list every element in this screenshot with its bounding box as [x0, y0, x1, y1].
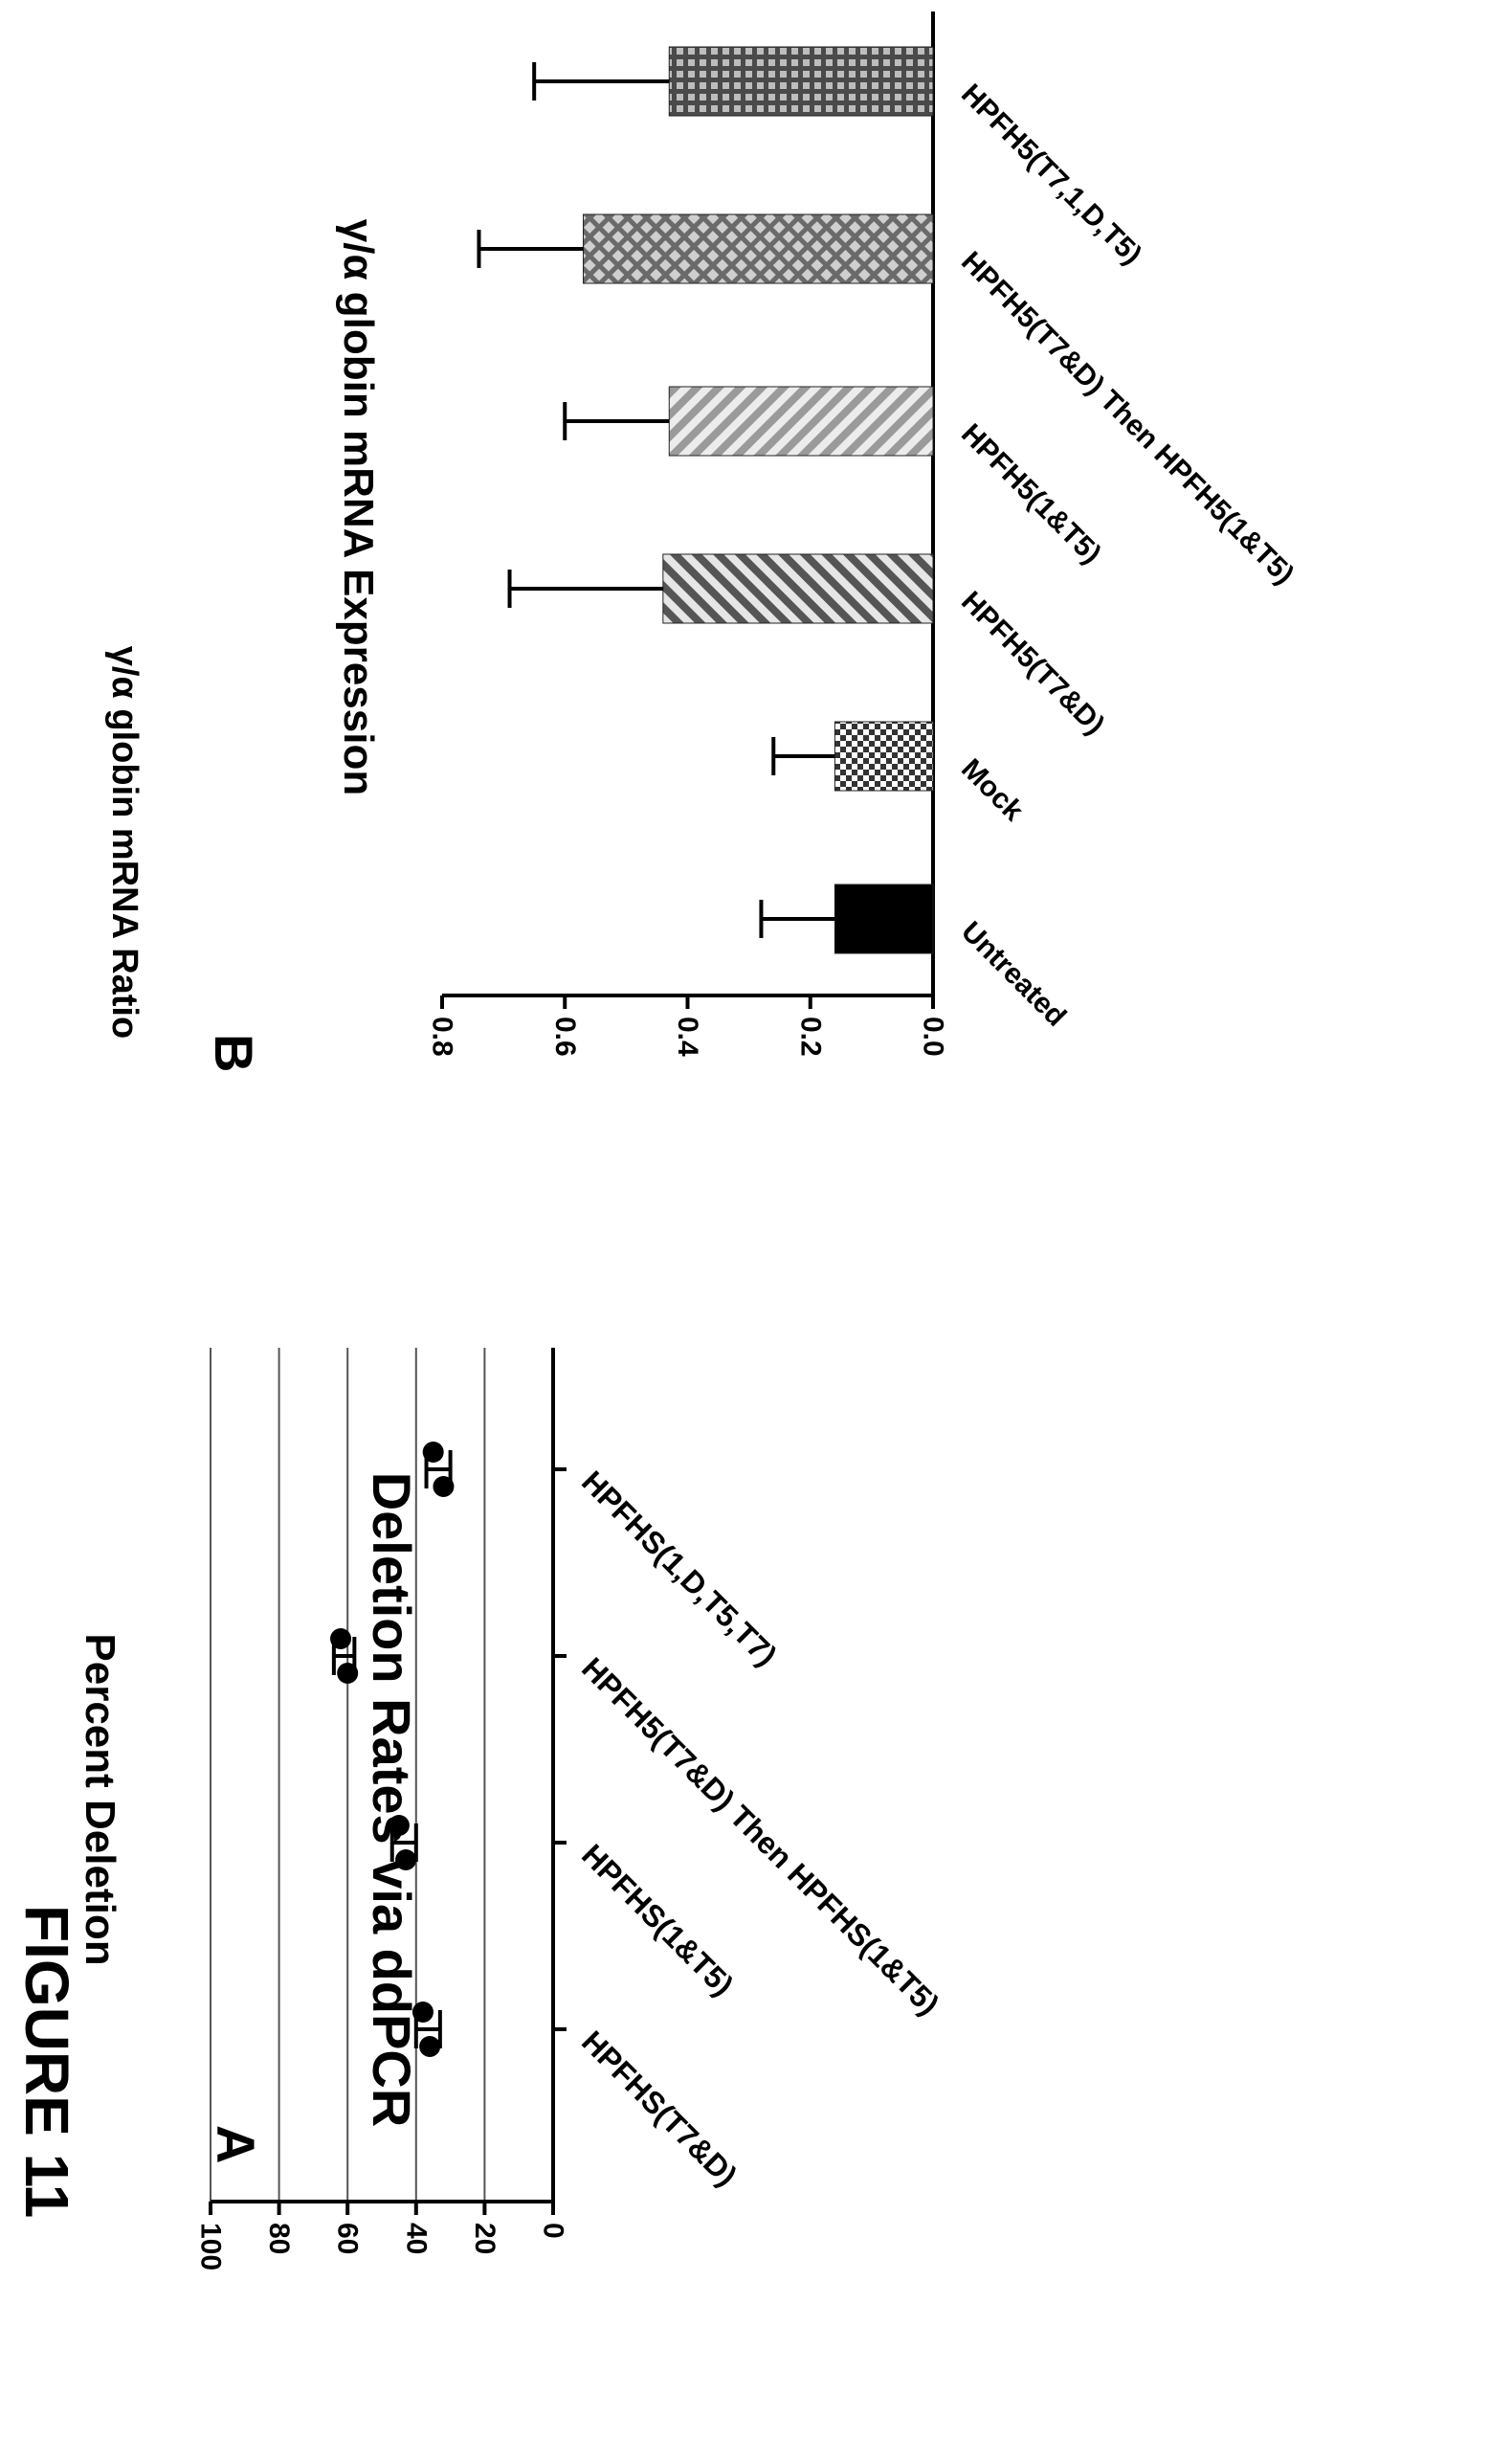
x-category-label: HPFH5(T7,1,D,T5): [955, 78, 1147, 271]
y-tick-label: 0.2: [794, 1017, 826, 1057]
x-category-label: Untreated: [955, 916, 1072, 1033]
panel-a-title: Deletion Rates via ddPCR: [362, 1472, 422, 2128]
panel-b-marks: [477, 46, 934, 954]
panel-a-x-labels: HPFHS(T7&D) HPFHS(1&T5)HPFH5(T7&D) Then H…: [575, 1464, 946, 2192]
y-tick-label: 0.4: [672, 1017, 703, 1057]
bar: [662, 553, 934, 624]
panel-a-ylabel: Percent Deletion: [77, 1633, 123, 1965]
x-category-label: HPFHS(1,D,T5,T7): [575, 1464, 784, 1672]
x-category-label: HPFH5(T7&D) Then HPFHS(1&T5): [575, 1650, 946, 2022]
panel-b-axes: [442, 11, 935, 997]
data-point: [388, 1815, 410, 1836]
y-tick-label: 0.0: [918, 1017, 949, 1057]
bar: [582, 213, 934, 284]
panel-a-marks: [330, 1442, 455, 2057]
bar: [834, 721, 934, 792]
y-tick-label: 100: [195, 2223, 227, 2270]
panel-b-x-labels: UntreatedMockHPFH5(T7&D)HPFH5(1&T5)HPFH5…: [955, 78, 1300, 1033]
panel-b-y-ticks: 0.0 0.2 0.4 0.6 0.8: [427, 995, 949, 1057]
panel-a: A Deletion Rates via ddPCR Percent Delet…: [77, 1348, 946, 2270]
data-point: [337, 1663, 359, 1684]
data-point: [411, 2002, 434, 2023]
bar: [834, 883, 934, 954]
panel-b: B γ/α globin mRNA Expression γ/α globin …: [104, 11, 1300, 1072]
x-category-label: HPFHS(T7&D): [575, 2024, 744, 2192]
y-tick-label: 60: [332, 2223, 364, 2254]
panel-a-gridlines: [210, 1348, 486, 2202]
data-point: [330, 1628, 352, 1649]
y-tick-label: 20: [469, 2223, 500, 2254]
panel-b-title: γ/α globin mRNA Expression: [335, 219, 382, 795]
data-point: [419, 2036, 441, 2057]
panel-b-ylabel: γ/α globin mRNA Ratio: [104, 646, 145, 1039]
x-category-label: Mock: [955, 753, 1030, 828]
x-category-label: HPFHS(1&T5): [575, 1837, 741, 2002]
x-category-label: HPFH5(T7&D): [955, 586, 1110, 741]
panel-a-label: A: [206, 2125, 266, 2163]
panel-b-label: B: [204, 1034, 264, 1072]
y-tick-label: 80: [263, 2223, 295, 2254]
bar: [668, 386, 934, 457]
data-point: [422, 1442, 444, 1463]
x-category-label: HPFH5(T7&D) Then HPFH5(1&T5): [955, 246, 1300, 591]
y-tick-label: 0.8: [427, 1017, 458, 1057]
panel-a-y-ticks: 0 20 40 60 80 100: [195, 2202, 569, 2270]
y-tick-label: 0: [538, 2223, 569, 2239]
data-point: [395, 1849, 417, 1870]
y-tick-label: 40: [400, 2223, 432, 2254]
y-tick-label: 0.6: [549, 1017, 581, 1057]
bar: [668, 46, 934, 117]
data-point: [433, 1476, 455, 1497]
panel-a-axes: [211, 1348, 567, 2203]
figure-title: FIGURE 11: [12, 1905, 81, 2218]
x-category-label: HPFH5(1&T5): [955, 418, 1107, 570]
